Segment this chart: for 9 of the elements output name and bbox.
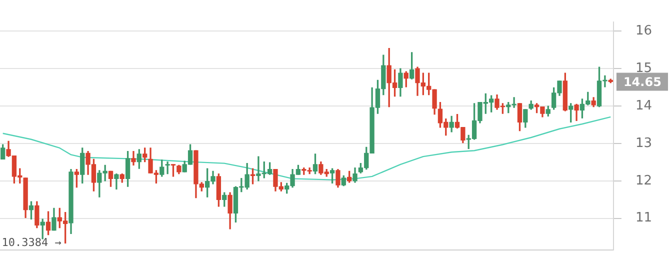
y-tick-label: 12: [635, 173, 652, 188]
annotation: 10.3384 →: [2, 236, 62, 250]
y-tick-label: 13: [635, 136, 652, 151]
y-tick-label: 14: [635, 98, 652, 114]
y-tick-label: 11: [635, 210, 652, 226]
text: 14.65: [623, 74, 662, 89]
y-tick-label: 16: [635, 24, 652, 39]
y-tick-label: 15: [635, 60, 652, 76]
candlestick: [165, 162, 170, 174]
